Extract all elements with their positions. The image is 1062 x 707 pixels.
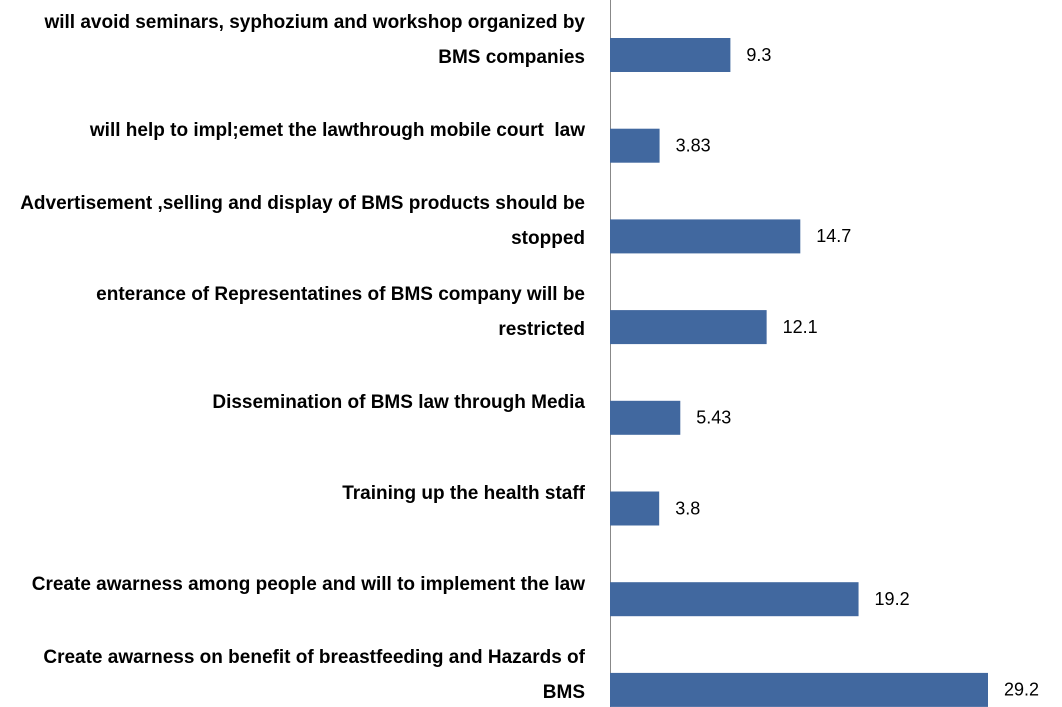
category-label: Advertisement ,selling and display of BM…: [20, 193, 591, 250]
category-label: Dissemination of BMS law through Media: [212, 392, 585, 414]
value-label: 19.2: [875, 589, 910, 609]
value-label: 14.7: [816, 226, 851, 246]
bar: [610, 491, 660, 526]
category-label: Create awarness on benefit of breastfeed…: [43, 646, 591, 703]
bar: [610, 38, 731, 72]
category-label: will avoid seminars, syphozium and works…: [44, 12, 591, 68]
value-label: 5.43: [696, 408, 731, 428]
bar: [610, 582, 859, 617]
bar: [610, 219, 801, 254]
category-label: Create awarness among people and will to…: [31, 573, 585, 595]
bar: [610, 128, 660, 163]
value-label: 29.2: [1004, 680, 1039, 700]
category-label: will help to impl;emet the lawthrough mo…: [89, 120, 585, 142]
value-label: 3.83: [676, 135, 711, 155]
bar: [610, 400, 681, 435]
value-label: 9.3: [746, 45, 771, 65]
bar: [610, 672, 988, 707]
value-label: 3.8: [675, 498, 700, 518]
bar: [610, 310, 767, 345]
category-label: Training up the health staff: [342, 483, 585, 504]
value-label: 12.1: [783, 317, 818, 337]
category-label: enterance of Representatines of BMS comp…: [96, 284, 591, 341]
